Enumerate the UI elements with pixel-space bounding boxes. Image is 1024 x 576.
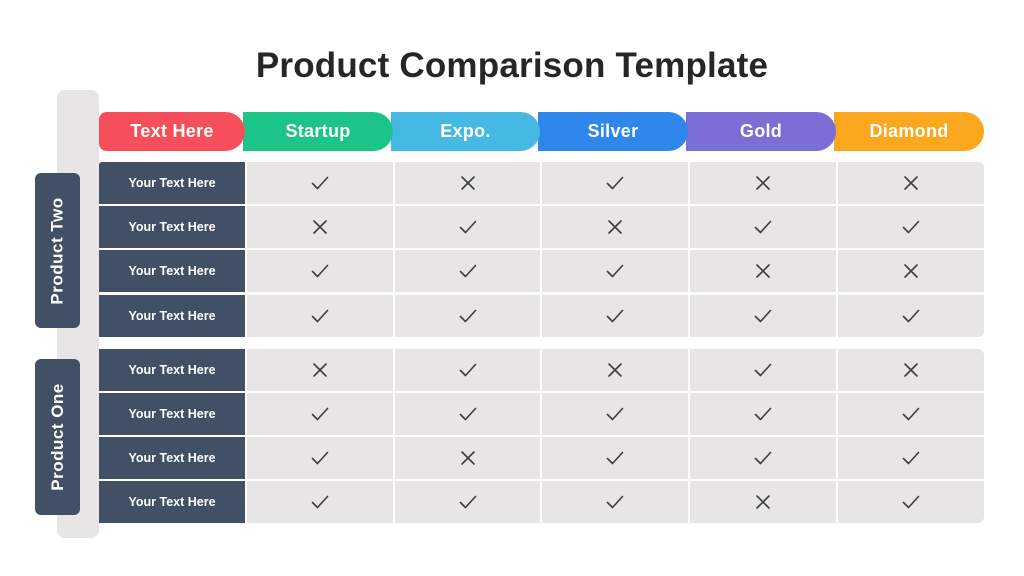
check-icon [606, 264, 624, 278]
check-icon [459, 220, 476, 234]
group-label-text: Product One [47, 383, 67, 491]
table-cell [395, 162, 540, 204]
check-icon [754, 451, 772, 465]
check-icon [606, 407, 624, 421]
table-cell [838, 393, 984, 435]
check-icon [311, 264, 329, 278]
table-cell [395, 437, 540, 479]
table-cell [690, 393, 836, 435]
table-cell [690, 206, 836, 248]
cross-icon [313, 220, 327, 234]
header-tab-startup: Startup [243, 112, 393, 151]
row-label: Your Text Here [99, 349, 245, 391]
table-cell [838, 250, 984, 292]
table-cell [838, 206, 984, 248]
table-cell [247, 295, 393, 337]
cross-icon [608, 363, 622, 377]
table-cell [838, 481, 984, 523]
check-icon [902, 451, 920, 465]
table-cell [690, 295, 836, 337]
table-cell [838, 349, 984, 391]
check-icon [902, 495, 920, 509]
table-cell [395, 206, 540, 248]
check-icon [902, 309, 920, 323]
group-label-product-two: Product Two [35, 173, 80, 328]
check-icon [311, 407, 329, 421]
check-icon [459, 407, 476, 421]
check-icon [311, 451, 329, 465]
check-icon [902, 407, 920, 421]
row-label: Your Text Here [99, 481, 245, 523]
header-tab-label: Text Here [99, 112, 245, 151]
table-cell [395, 349, 540, 391]
table-cell [542, 437, 688, 479]
table-cell [247, 250, 393, 292]
check-icon [459, 495, 476, 509]
table-cell [542, 250, 688, 292]
table-cell [247, 162, 393, 204]
row-label: Your Text Here [99, 250, 245, 292]
row-label: Your Text Here [99, 295, 245, 337]
check-icon [754, 220, 772, 234]
table-cell [395, 393, 540, 435]
check-icon [459, 264, 476, 278]
cross-icon [313, 363, 327, 377]
row-label: Your Text Here [99, 206, 245, 248]
cross-icon [460, 176, 475, 190]
page-title: Product Comparison Template [255, 46, 769, 85]
table-cell [247, 437, 393, 479]
check-icon [606, 309, 624, 323]
cross-icon [756, 264, 770, 278]
table-cell [690, 250, 836, 292]
table-cell [838, 295, 984, 337]
check-icon [311, 309, 329, 323]
check-icon [606, 451, 624, 465]
table-cell [542, 349, 688, 391]
table-cell [247, 349, 393, 391]
cross-icon [756, 495, 770, 509]
table-cell [542, 206, 688, 248]
check-icon [754, 363, 772, 377]
check-icon [311, 495, 329, 509]
row-label: Your Text Here [99, 437, 245, 479]
check-icon [754, 407, 772, 421]
header-tab-gold: Gold [686, 112, 836, 151]
table-cell [247, 393, 393, 435]
check-icon [459, 363, 476, 377]
header-tab-silver: Silver [538, 112, 688, 151]
table-cell [542, 481, 688, 523]
header-tab-expo: Expo. [391, 112, 540, 151]
check-icon [606, 176, 624, 190]
group-label-product-one: Product One [35, 359, 80, 515]
row-label: Your Text Here [99, 393, 245, 435]
table-cell [395, 250, 540, 292]
cross-icon [904, 176, 918, 190]
table-cell [838, 162, 984, 204]
table-cell [690, 481, 836, 523]
table-cell [690, 349, 836, 391]
table-cell [542, 393, 688, 435]
check-icon [459, 309, 476, 323]
check-icon [754, 309, 772, 323]
row-label: Your Text Here [99, 162, 245, 204]
cross-icon [756, 176, 770, 190]
group-label-text: Product Two [47, 196, 67, 305]
check-icon [902, 220, 920, 234]
table-cell [395, 295, 540, 337]
table-cell [395, 481, 540, 523]
check-icon [311, 176, 329, 190]
cross-icon [904, 264, 918, 278]
table-cell [690, 162, 836, 204]
header-tab-diamond: Diamond [834, 112, 984, 151]
table-cell [690, 437, 836, 479]
table-cell [247, 481, 393, 523]
table-cell [247, 206, 393, 248]
table-cell [542, 295, 688, 337]
cross-icon [460, 451, 475, 465]
table-cell [838, 437, 984, 479]
check-icon [606, 495, 624, 509]
cross-icon [608, 220, 622, 234]
cross-icon [904, 363, 918, 377]
table-cell [542, 162, 688, 204]
